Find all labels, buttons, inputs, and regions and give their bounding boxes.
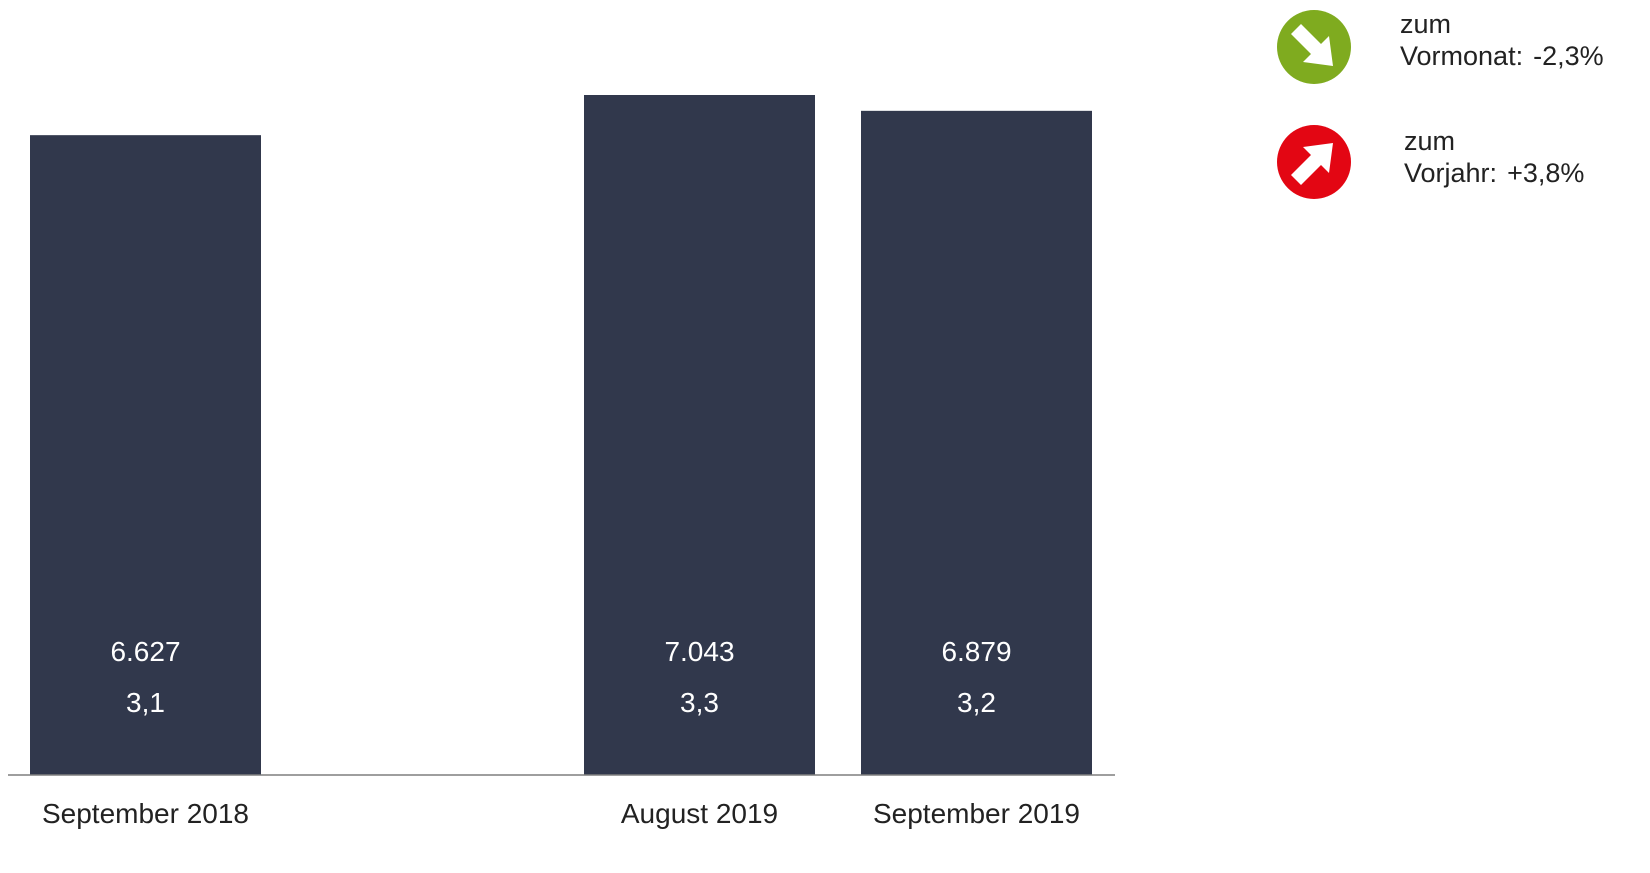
bar-value-label: 6.627	[110, 636, 180, 667]
bar	[584, 95, 815, 775]
arrow-up-right-icon	[1277, 125, 1351, 199]
legend-label: Vormonat:	[1400, 41, 1524, 71]
legend-item-vorjahr: zum Vorjahr: +3,8%	[1275, 123, 1650, 238]
bar-chart: 6.627 3,1 September 2018 7.043 3,3 August 201…	[8, 95, 1115, 829]
change-legend: zum Vormonat: -2,3% zum Vorjahr: +3,8%	[1275, 8, 1650, 238]
x-tick-label: September 2018	[42, 798, 249, 829]
legend-line1: zum	[1404, 126, 1456, 156]
legend-value: -2,3%	[1533, 41, 1604, 71]
bar-rate-label: 3,2	[957, 687, 996, 718]
legend-label: Vorjahr:	[1404, 158, 1498, 188]
bar-rate-label: 3,3	[680, 687, 719, 718]
legend-text-vormonat: zum Vormonat: -2,3%	[1400, 8, 1604, 72]
bar	[861, 110, 1092, 775]
bar	[30, 135, 261, 776]
arrow-shape	[1291, 24, 1333, 66]
bar-rate-label: 3,1	[126, 687, 165, 718]
legend-line1: zum	[1400, 9, 1452, 39]
arrow-shape	[1291, 143, 1333, 185]
bar-value-label: 6.879	[941, 636, 1011, 667]
bar-value-label: 7.043	[664, 636, 734, 667]
x-tick-label: September 2019	[873, 798, 1080, 829]
legend-item-vormonat: zum Vormonat: -2,3%	[1275, 8, 1650, 123]
legend-text-vorjahr: zum Vorjahr: +3,8%	[1404, 125, 1584, 189]
arrow-down-right-icon	[1277, 10, 1351, 84]
x-tick-label: August 2019	[621, 798, 778, 829]
legend-line2: Vormonat: -2,3%	[1400, 40, 1604, 72]
legend-line2: Vorjahr: +3,8%	[1404, 157, 1584, 189]
legend-value: +3,8%	[1507, 158, 1585, 188]
